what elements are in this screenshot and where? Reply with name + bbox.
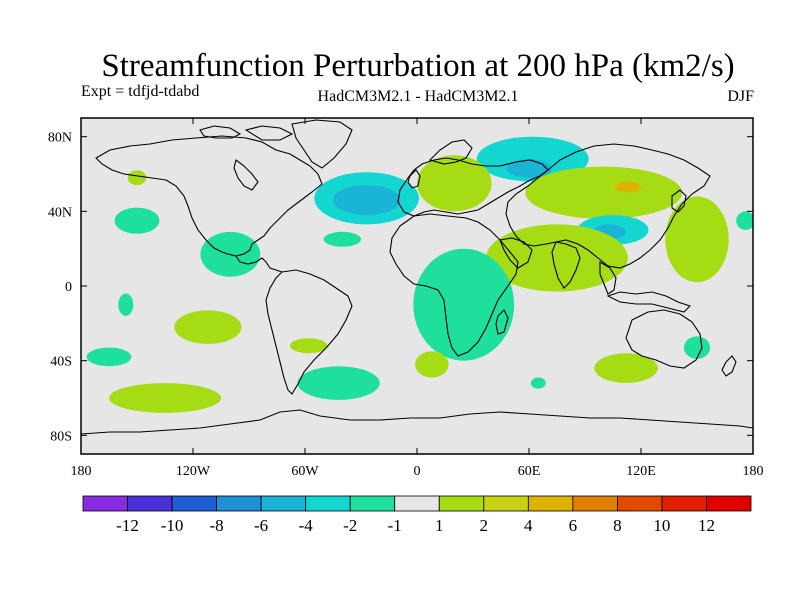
region-new-zealand-low — [683, 336, 711, 359]
x-tick-label: 120E — [626, 464, 656, 479]
region-south-africa-high — [415, 351, 449, 378]
colorbar-label: 1 — [435, 516, 444, 535]
colorbar-label: -10 — [161, 516, 184, 535]
region-south-america-high — [290, 338, 328, 354]
colorbar-swatch — [260, 495, 307, 512]
new-zealand-coast — [721, 355, 737, 377]
x-tick-label: 60E — [518, 464, 541, 479]
colorbar-label: 6 — [569, 516, 578, 535]
colorbar-swatch — [171, 495, 218, 512]
y-tick-label: 40N — [48, 205, 72, 220]
europe-coast — [397, 157, 549, 217]
y-tick-label: 40S — [50, 355, 72, 370]
colorbar: -12 -10 -8 -6 -4 -2 -1 1 2 4 6 8 10 12 — [82, 495, 752, 535]
colorbar-label: 8 — [613, 516, 622, 535]
arabia-coast — [499, 237, 533, 269]
south-america-coast — [265, 269, 353, 395]
x-tick-label: 180 — [743, 464, 764, 479]
y-tick-label: 0 — [65, 280, 72, 295]
y-axis: 80N 40N 0 40S 80S — [48, 131, 753, 444]
colorbar-swatch — [661, 495, 707, 512]
region-east-pacific-low — [736, 211, 753, 230]
region-caribbean-low — [323, 231, 361, 247]
region-south-atlantic-low — [297, 366, 380, 400]
season-label: DJF — [727, 88, 754, 105]
y-tick-label: 80N — [48, 131, 72, 146]
australia-coast — [625, 309, 703, 369]
colorbar-label: -6 — [254, 516, 268, 535]
region-siberia-low — [476, 136, 589, 182]
colorbar-swatch — [216, 495, 262, 512]
colorbar-swatch — [483, 495, 529, 512]
north-america-coast — [95, 135, 323, 257]
colorbar-label: -12 — [116, 516, 139, 535]
colorbar-swatch — [706, 495, 752, 512]
region-southern-pacific-high — [109, 383, 221, 413]
chart-title: Streamfunction Perturbation at 200 hPa (… — [101, 48, 734, 84]
colorbar-swatch — [572, 495, 618, 512]
scandinavia-coast — [428, 139, 473, 165]
y-tick-label: 80S — [50, 429, 72, 444]
colorbar-label: 2 — [480, 516, 489, 535]
model-comparison-label: HadCM3M2.1 - HadCM3M2.1 — [318, 88, 519, 105]
x-tick-label: 180 — [71, 464, 92, 479]
africa-coast — [389, 213, 519, 357]
colorbar-swatch — [127, 495, 173, 512]
region-indian-ocean-low — [530, 377, 546, 389]
region-north-atlantic-low-core — [333, 185, 401, 216]
gulf-of-mexico-coast — [235, 255, 283, 273]
india-coast — [551, 241, 581, 289]
contour-regions — [86, 136, 753, 413]
asia-coast — [505, 143, 711, 269]
hudson-bay-coast — [233, 159, 259, 191]
indochina-coast — [599, 261, 617, 295]
x-tick-label: 0 — [414, 464, 421, 479]
region-asia-high-core — [614, 181, 642, 193]
british-isles-coast — [407, 169, 421, 189]
colorbar-swatch — [305, 495, 351, 512]
colorbar-swatch — [438, 495, 485, 512]
region-asia-high — [525, 166, 683, 219]
greenland-coast — [291, 119, 353, 169]
region-south-pacific-high — [174, 310, 242, 344]
japan-coast — [671, 189, 687, 213]
x-axis: 180 120W 60W 0 60E 120E 180 — [71, 118, 764, 479]
antarctica-coast — [81, 409, 753, 435]
region-europe-high — [417, 155, 492, 212]
maritime-continent-coast — [606, 291, 692, 313]
madagascar-coast — [495, 309, 509, 335]
colorbar-label: -4 — [299, 516, 314, 535]
colorbar-label: -2 — [343, 516, 357, 535]
colorbar-swatch — [394, 495, 440, 512]
region-pacific-high — [665, 196, 729, 283]
x-tick-label: 60W — [291, 464, 319, 479]
colorbar-label: -8 — [210, 516, 224, 535]
region-siberia-low-core — [506, 159, 552, 178]
region-mid-pacific-low — [118, 293, 134, 316]
colorbar-swatch — [349, 495, 396, 512]
region-canada-low — [127, 170, 147, 186]
region-se-pacific-low — [86, 347, 132, 367]
colorbar-label: -1 — [388, 516, 402, 535]
x-tick-label: 120W — [176, 464, 211, 479]
colorbar-swatch — [527, 495, 574, 512]
colorbar-label: 4 — [524, 516, 533, 535]
colorbar-label: 12 — [698, 516, 715, 535]
experiment-label: Expt = tdfjd-tdabd — [81, 83, 199, 100]
region-africa-low — [413, 248, 515, 361]
region-australia-high — [594, 353, 658, 383]
colorbar-swatch — [617, 495, 663, 512]
arctic-islands-coast — [199, 125, 294, 141]
colorbar-label: 10 — [653, 516, 670, 535]
colorbar-swatch — [82, 495, 128, 512]
region-north-pacific-low — [114, 207, 160, 234]
coastlines — [81, 119, 753, 435]
